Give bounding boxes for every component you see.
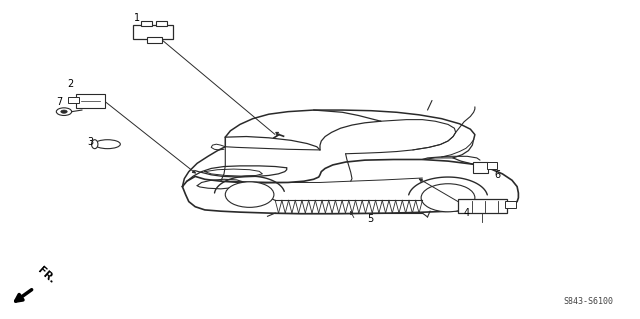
- Ellipse shape: [421, 184, 475, 212]
- FancyBboxPatch shape: [76, 94, 105, 108]
- Text: S843-S6100: S843-S6100: [564, 297, 614, 306]
- FancyBboxPatch shape: [473, 162, 488, 173]
- Text: 7: 7: [56, 97, 63, 107]
- Ellipse shape: [225, 182, 274, 207]
- Circle shape: [61, 110, 67, 113]
- FancyBboxPatch shape: [133, 25, 173, 39]
- Ellipse shape: [92, 140, 98, 149]
- Text: FR.: FR.: [36, 265, 57, 286]
- Text: 4: 4: [464, 208, 470, 218]
- Circle shape: [56, 108, 72, 115]
- FancyBboxPatch shape: [505, 201, 516, 208]
- Text: 2: 2: [67, 79, 74, 89]
- FancyBboxPatch shape: [156, 21, 167, 26]
- Text: 6: 6: [494, 170, 500, 180]
- Ellipse shape: [95, 140, 120, 149]
- FancyBboxPatch shape: [68, 97, 79, 103]
- Text: 1: 1: [134, 13, 141, 23]
- FancyBboxPatch shape: [141, 21, 152, 26]
- Text: 3: 3: [88, 137, 94, 146]
- FancyBboxPatch shape: [147, 37, 162, 43]
- FancyBboxPatch shape: [487, 162, 497, 169]
- Text: 5: 5: [367, 214, 373, 224]
- FancyBboxPatch shape: [458, 199, 507, 213]
